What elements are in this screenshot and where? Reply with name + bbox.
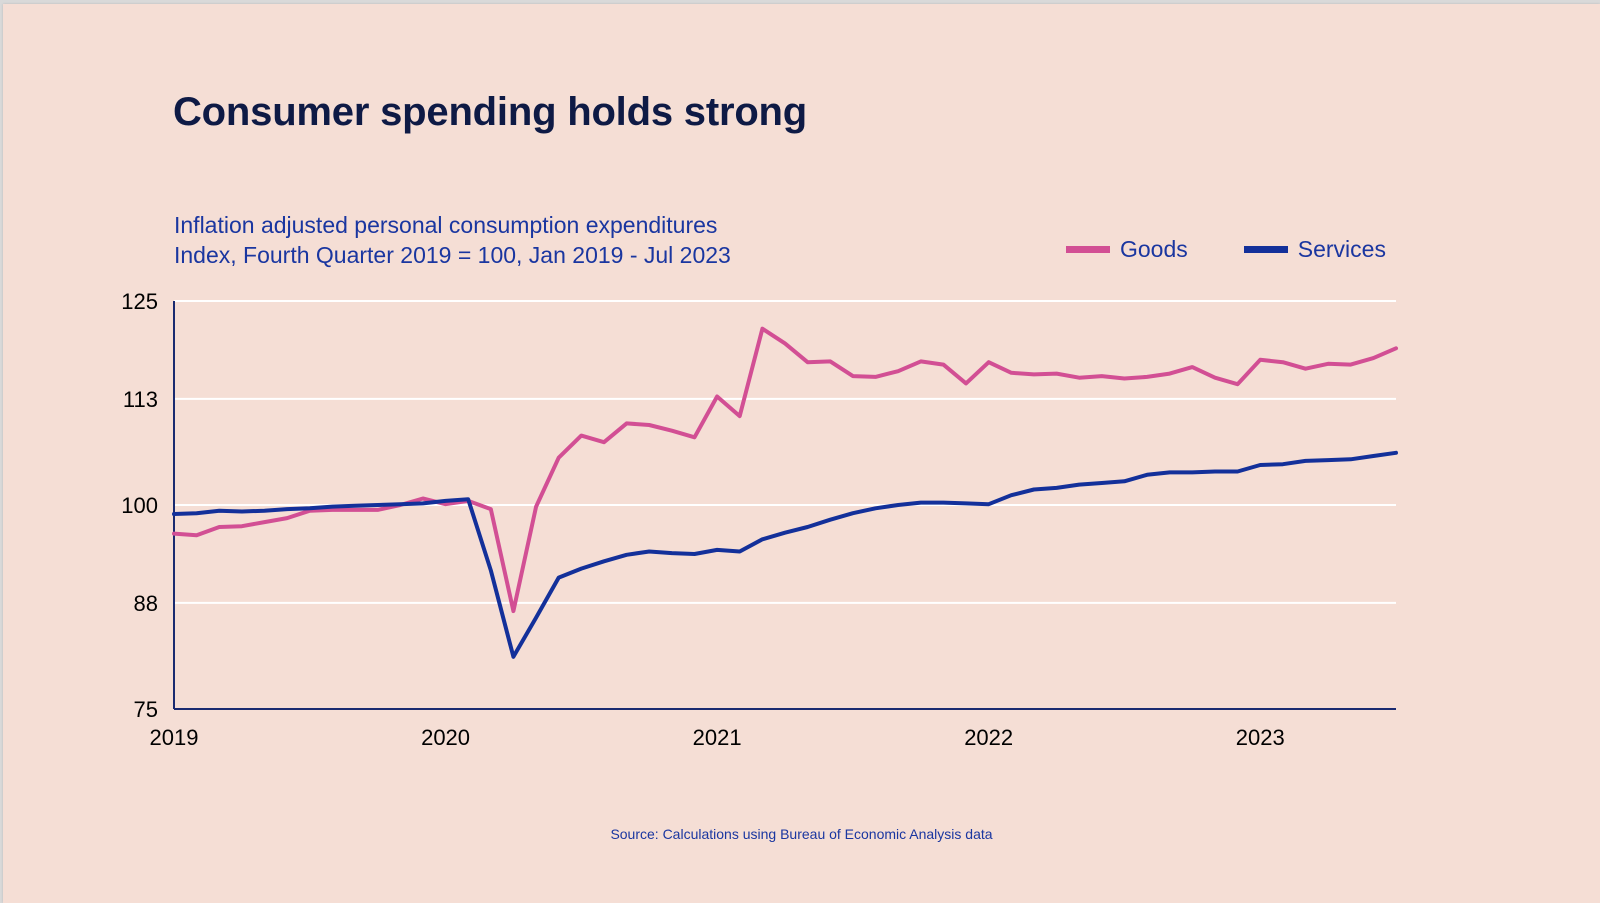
chart-subtitle: Inflation adjusted personal consumption … bbox=[174, 210, 731, 270]
y-tick-label-88: 88 bbox=[134, 591, 158, 616]
x-tick-label-2019: 2019 bbox=[150, 725, 199, 750]
x-tick-label-2021: 2021 bbox=[693, 725, 742, 750]
legend-label-goods: Goods bbox=[1120, 236, 1188, 262]
chart-title: Consumer spending holds strong bbox=[173, 90, 808, 134]
series-line-services bbox=[172, 450, 1398, 659]
legend-swatch-services bbox=[1243, 246, 1288, 253]
legend: Goods Services bbox=[1066, 236, 1386, 263]
line-chart: 75 88 100 113 125 2019 2020 2021 2022 2023 bbox=[121, 289, 1398, 750]
legend-item-goods: Goods bbox=[1066, 236, 1188, 263]
y-tick-label-113: 113 bbox=[123, 387, 158, 412]
y-tick-label-125: 125 bbox=[121, 289, 158, 314]
series-line-goods bbox=[172, 326, 1398, 614]
subtitle-line-2: Index, Fourth Quarter 2019 = 100, Jan 20… bbox=[174, 242, 731, 268]
subtitle-line-1: Inflation adjusted personal consumption … bbox=[174, 212, 718, 238]
x-axis-ticks: 2019 2020 2021 2022 2023 bbox=[150, 725, 1285, 750]
legend-label-services: Services bbox=[1297, 236, 1386, 262]
x-tick-label-2020: 2020 bbox=[421, 725, 470, 750]
axes bbox=[173, 301, 1396, 710]
y-axis-ticks: 75 88 100 113 125 bbox=[121, 289, 158, 722]
series-lines bbox=[172, 326, 1398, 659]
slide: Consumer spending holds strong Inflation… bbox=[3, 4, 1600, 903]
y-tick-label-100: 100 bbox=[121, 493, 158, 518]
legend-item-services: Services bbox=[1243, 236, 1386, 263]
legend-swatch-goods bbox=[1066, 246, 1110, 253]
x-tick-label-2022: 2022 bbox=[964, 725, 1013, 750]
source-note: Source: Calculations using Bureau of Eco… bbox=[610, 826, 993, 842]
y-tick-label-75: 75 bbox=[134, 697, 158, 722]
gridlines bbox=[174, 300, 1396, 604]
x-tick-label-2023: 2023 bbox=[1236, 725, 1285, 750]
